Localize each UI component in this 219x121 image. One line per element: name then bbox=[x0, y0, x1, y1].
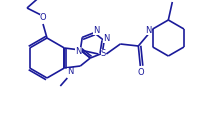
Text: O: O bbox=[137, 68, 144, 77]
Text: N: N bbox=[75, 48, 81, 57]
Text: N: N bbox=[146, 26, 152, 35]
Text: O: O bbox=[40, 14, 46, 23]
Text: N: N bbox=[103, 34, 109, 43]
Text: S: S bbox=[101, 49, 106, 58]
Text: N: N bbox=[93, 26, 99, 35]
Text: N: N bbox=[67, 68, 74, 76]
